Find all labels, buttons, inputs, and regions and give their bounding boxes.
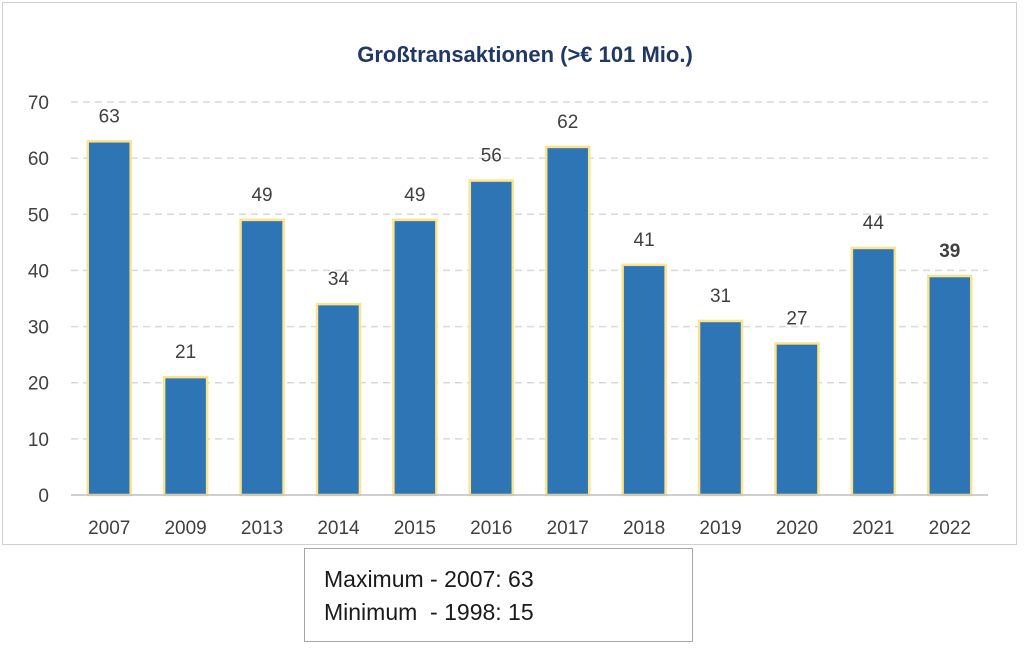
x-tick-label: 2009 <box>164 518 206 539</box>
data-label-2015: 49 <box>404 185 425 206</box>
data-label-2007: 63 <box>99 106 120 127</box>
data-label-2018: 41 <box>634 230 655 251</box>
y-tick-label: 20 <box>28 374 49 395</box>
minimum-stat: Minimum - 1998: 15 <box>324 599 534 625</box>
bar-2009 <box>162 375 209 497</box>
chart-title: Großtransaktionen (>€ 101 Mio.) <box>357 42 693 67</box>
y-tick-label: 60 <box>28 149 49 170</box>
data-label-2013: 49 <box>251 185 272 206</box>
y-tick-label: 10 <box>28 430 49 451</box>
x-tick-label: 2015 <box>394 518 436 539</box>
bar-2016 <box>468 179 515 497</box>
data-label-2021: 44 <box>863 213 885 234</box>
bar-2019 <box>697 319 744 497</box>
bar-2017 <box>544 145 591 497</box>
bar-2007 <box>86 140 132 497</box>
gridlines <box>71 101 988 440</box>
x-axis-ticks: 2007 2009 2013 2014 2015 2016 2017 2018 2019 2020… <box>88 518 971 539</box>
bar-2014 <box>315 302 362 497</box>
x-tick-label: 2016 <box>470 518 512 539</box>
data-label-2022: 39 <box>939 241 960 262</box>
data-label-2020: 27 <box>786 308 807 329</box>
y-tick-label: 40 <box>28 261 49 282</box>
data-label-2016: 56 <box>481 146 502 167</box>
x-tick-label: 2017 <box>547 518 589 539</box>
y-tick-label: 50 <box>28 205 49 226</box>
bar-2021 <box>850 246 897 497</box>
stats-box: Maximum - 2007: 63 Minimum - 1998: 15 <box>304 548 693 642</box>
x-tick-label: 2022 <box>929 518 971 539</box>
bar-2015 <box>392 218 438 497</box>
x-tick-label: 2018 <box>623 518 665 539</box>
data-label-2009: 21 <box>175 342 196 363</box>
x-tick-label: 2019 <box>699 518 741 539</box>
y-tick-label: 30 <box>28 318 49 339</box>
x-tick-label: 2013 <box>241 518 283 539</box>
data-labels: 63 21 49 34 49 56 62 41 31 27 44 39 <box>99 106 961 363</box>
bar-chart: Großtransaktionen (>€ 101 Mio.) 0 10 20 30 4… <box>28 42 988 539</box>
y-tick-label: 70 <box>28 93 49 114</box>
data-label-2017: 62 <box>557 112 578 133</box>
y-tick-label: 0 <box>38 486 49 507</box>
bar-2013 <box>239 218 285 497</box>
data-label-2019: 31 <box>710 286 731 307</box>
x-tick-label: 2007 <box>88 518 130 539</box>
bar-2018 <box>621 263 667 497</box>
x-tick-label: 2021 <box>852 518 894 539</box>
maximum-stat: Maximum - 2007: 63 <box>324 566 534 592</box>
data-label-2014: 34 <box>328 269 350 290</box>
bars <box>86 140 973 497</box>
x-tick-label: 2014 <box>317 518 360 539</box>
bar-2020 <box>774 342 820 497</box>
y-axis-ticks: 0 10 20 30 40 50 60 70 <box>28 93 49 507</box>
x-tick-label: 2020 <box>776 518 818 539</box>
bar-2022 <box>927 274 973 497</box>
chart-frame: Großtransaktionen (>€ 101 Mio.) 0 10 20 30 4… <box>2 2 1017 545</box>
